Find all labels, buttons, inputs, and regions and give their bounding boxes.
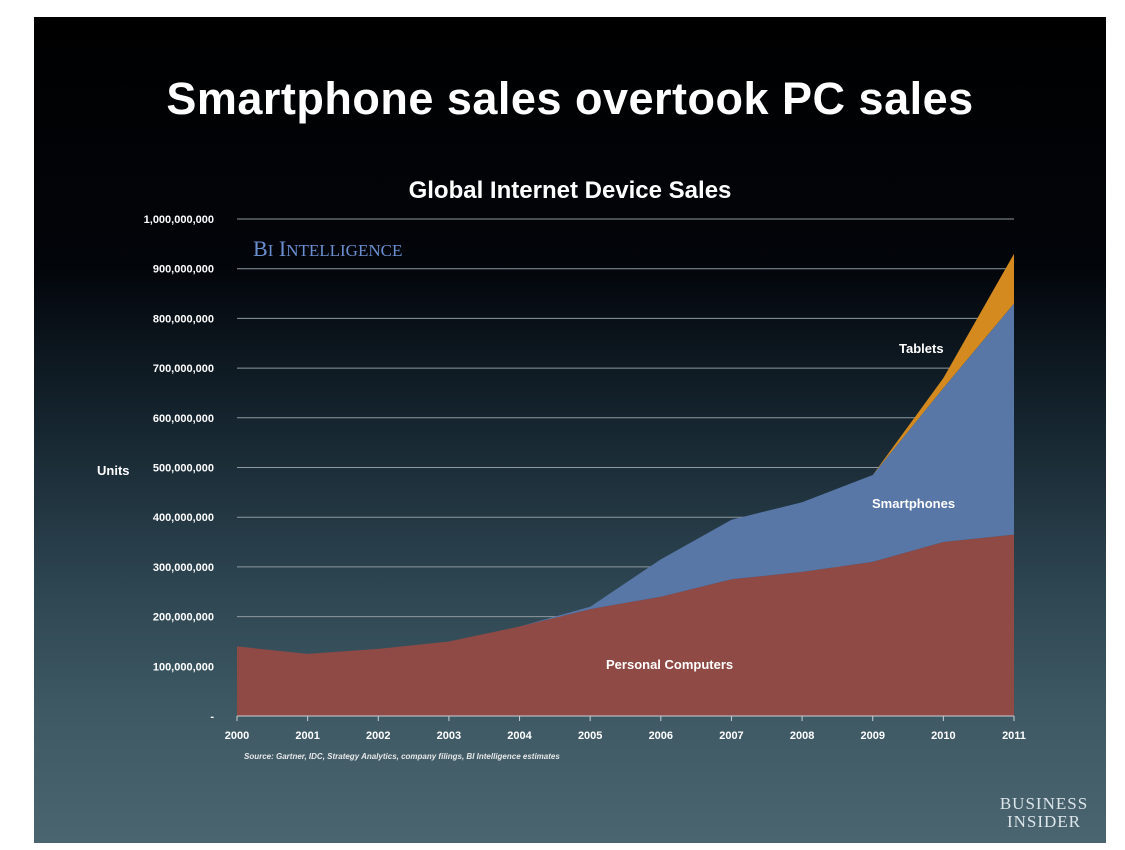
x-tick-label: 2008 <box>790 730 814 742</box>
chart-title: Global Internet Device Sales <box>408 177 732 204</box>
y-tick-label: 300,000,000 <box>153 562 214 574</box>
area-smartphones <box>237 303 1014 654</box>
bi-intelligence-watermark: BI INTELLIGENCE <box>253 236 402 261</box>
y-tick-label: 500,000,000 <box>153 463 214 475</box>
y-tick-label: 200,000,000 <box>153 612 214 624</box>
chart: - 100,000,000 200,000,000 300,000,000 400,00… <box>97 214 1026 742</box>
series-label-personal-computers: Personal Computers <box>606 657 733 672</box>
x-tick-label: 2002 <box>366 730 390 742</box>
y-axis-title: Units <box>97 463 130 478</box>
y-tick-label: 400,000,000 <box>153 512 214 524</box>
tick-labels: - 100,000,000 200,000,000 300,000,000 400,00… <box>144 214 1026 742</box>
slide: Smartphone sales overtook PC sales Globa… <box>34 17 1106 843</box>
x-tick-label: 2011 <box>1002 730 1026 742</box>
y-tick-label: - <box>210 711 214 723</box>
y-tick-label: 900,000,000 <box>153 264 214 276</box>
x-tick-label: 2001 <box>295 730 319 742</box>
x-tick-label: 2009 <box>860 730 884 742</box>
x-tick-label: 2006 <box>649 730 673 742</box>
x-tick-label: 2010 <box>931 730 955 742</box>
y-tick-label: 100,000,000 <box>153 661 214 673</box>
x-tick-label: 2007 <box>719 730 743 742</box>
series-label-smartphones: Smartphones <box>872 496 955 511</box>
series-label-tablets: Tablets <box>899 341 944 356</box>
x-tick-label: 2005 <box>578 730 602 742</box>
y-tick-label: 600,000,000 <box>153 413 214 425</box>
y-tick-label: 800,000,000 <box>153 313 214 325</box>
x-tick-label: 2004 <box>507 730 532 742</box>
x-tick-label: 2000 <box>225 730 249 742</box>
slide-title: Smartphone sales overtook PC sales <box>166 73 974 124</box>
stacked-areas <box>237 253 1014 716</box>
brand-line-2: INSIDER <box>1006 812 1082 831</box>
business-insider-logo: BUSINESS INSIDER <box>992 795 1096 831</box>
area-personal-computers <box>237 534 1014 716</box>
y-tick-label: 700,000,000 <box>153 363 214 375</box>
y-tick-label: 1,000,000,000 <box>144 214 214 226</box>
brand-line-1: BUSINESS <box>999 794 1089 813</box>
x-tick-label: 2003 <box>437 730 461 742</box>
source-footnote: Source: Gartner, IDC, Strategy Analytics… <box>244 752 560 761</box>
